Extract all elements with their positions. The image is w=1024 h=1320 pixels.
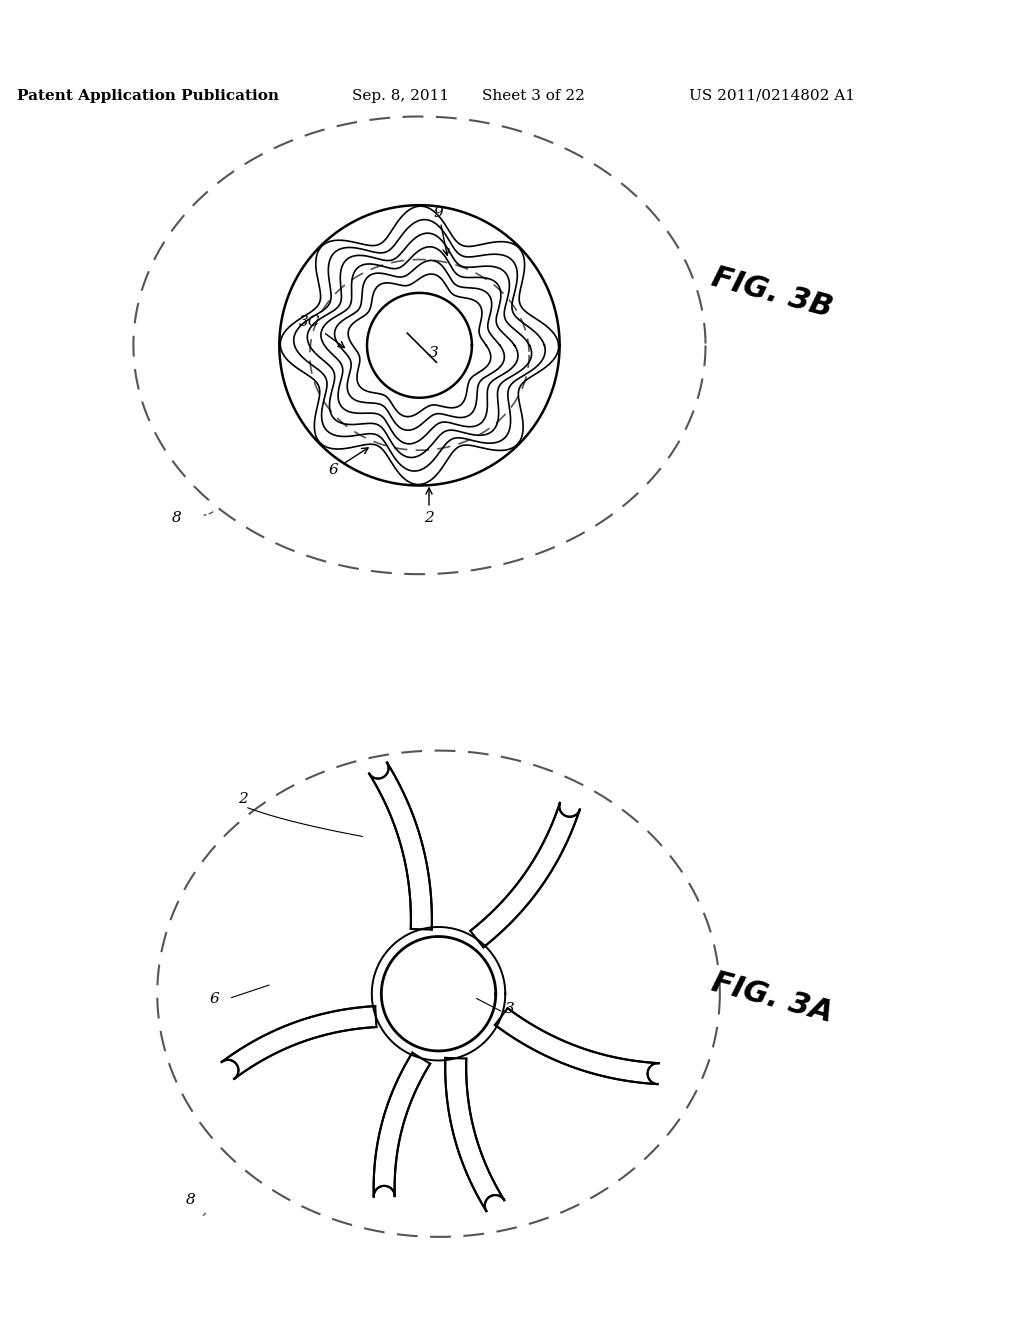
Text: 3: 3 — [505, 1002, 515, 1016]
Text: 2: 2 — [424, 488, 434, 525]
Text: 2: 2 — [239, 792, 248, 807]
Text: 3C: 3C — [299, 315, 344, 347]
Polygon shape — [222, 1006, 377, 1078]
Text: Patent Application Publication: Patent Application Publication — [16, 88, 279, 103]
Polygon shape — [470, 803, 580, 948]
Text: FIG. 3B: FIG. 3B — [709, 263, 836, 322]
Polygon shape — [374, 1052, 430, 1197]
Text: 6: 6 — [210, 993, 219, 1006]
Polygon shape — [369, 763, 432, 929]
Polygon shape — [495, 1008, 658, 1084]
Text: US 2011/0214802 A1: US 2011/0214802 A1 — [689, 88, 855, 103]
Text: Sep. 8, 2011: Sep. 8, 2011 — [352, 88, 449, 103]
Text: Sheet 3 of 22: Sheet 3 of 22 — [482, 88, 586, 103]
Text: 8: 8 — [185, 1192, 196, 1206]
Polygon shape — [445, 1057, 504, 1210]
Text: 3: 3 — [429, 346, 438, 360]
Text: 8: 8 — [172, 511, 181, 525]
Text: 6: 6 — [329, 447, 369, 477]
Text: 9: 9 — [433, 206, 449, 255]
Text: FIG. 3A: FIG. 3A — [709, 968, 836, 1028]
